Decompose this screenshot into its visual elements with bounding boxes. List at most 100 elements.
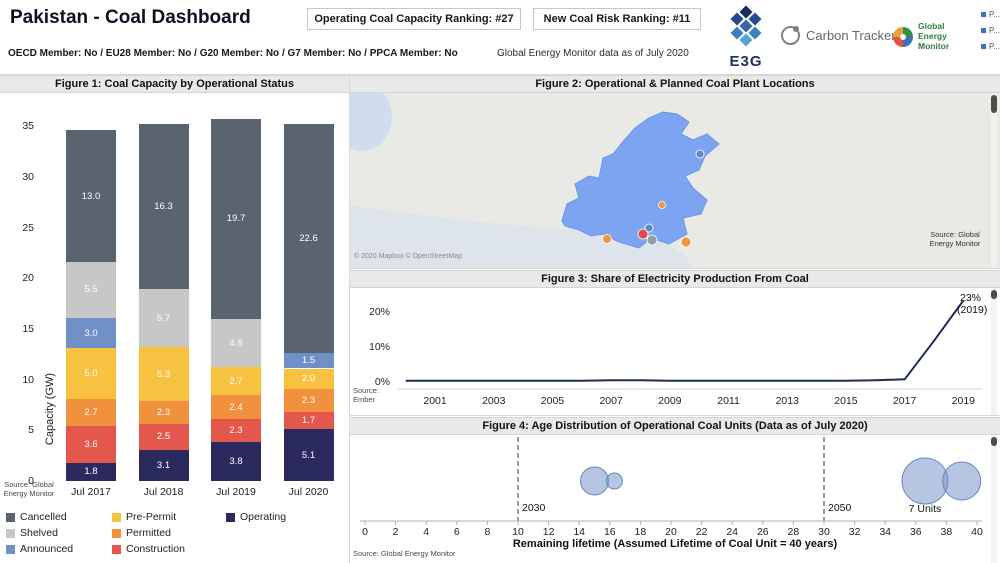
coal-plant-marker[interactable] [695,149,705,159]
x-tick-label: 2019 [952,395,976,407]
x-tick-label: 6 [454,526,460,538]
bar-segment-permitted[interactable]: 2.4 [211,394,261,420]
coal-plant-marker[interactable] [644,223,654,233]
coal-unit-bubble[interactable] [901,457,949,505]
x-tick-label: 20 [665,526,677,538]
bar-segment-permitted[interactable]: 2.7 [66,398,116,427]
coal-plant-marker[interactable] [646,234,658,246]
side-link-2[interactable]: P... [981,26,1000,35]
bar-segment-value: 2.5 [156,431,171,443]
legend-label: Shelved [20,527,58,539]
coal-share-line [405,299,965,382]
bar-segment-permitted[interactable]: 2.3 [283,388,334,413]
coal-plant-marker[interactable] [680,236,692,248]
coal-unit-bubble[interactable] [580,466,609,496]
legend-item-announced[interactable]: Announced [6,541,110,557]
bar-segment-announced[interactable]: 1.5 [283,353,334,369]
side-link-3[interactable]: P... [981,42,1000,51]
bar-segment-shelved[interactable]: 5.7 [138,289,189,348]
bar-segment-permitted[interactable]: 2.3 [138,400,189,425]
bar-segment-construction[interactable]: 2.5 [138,424,189,450]
bar-segment-value: 16.3 [154,201,173,213]
bar-segment-value: 3.8 [229,456,243,468]
x-tick-label: 2017 [893,395,917,407]
gem-logo-text: Global Energy Monitor [918,21,950,51]
x-tick-label: 12 [543,526,555,538]
bar-segment-value: 2.7 [84,407,98,419]
bar-segment-value: 2.3 [301,394,316,406]
bar-segment-value: 2.3 [229,425,243,437]
bullet-icon [981,44,986,49]
figure2-scrollbar-track[interactable] [991,93,997,268]
bar-segment-operating[interactable]: 3.1 [138,449,189,481]
e3g-logo-text: E3G [729,53,763,70]
bubble-units-label: 7 Units [909,503,942,515]
x-axis-label: Jul 2019 [216,486,256,498]
legend-item-permitted[interactable]: Permitted [112,525,224,541]
legend-label: Operating [240,511,287,523]
y-axis-tick: 0 [28,475,34,487]
legend-swatch-icon [112,512,121,522]
bar-segment-operating[interactable]: 5.1 [283,429,334,481]
legend-item-operating[interactable]: Operating [226,509,322,525]
x-tick-label: 2015 [834,395,858,407]
carbon-tracker-logo[interactable]: Carbon Tracker [781,26,896,45]
legend-item-shelved[interactable]: Shelved [6,525,110,541]
legend-swatch-icon [226,512,235,522]
bar-segment-pre-permit[interactable]: 5.3 [138,347,189,401]
x-tick-label: 30 [818,526,830,538]
page-title: Pakistan - Coal Dashboard [10,7,251,28]
bar-segment-value: 5.3 [156,368,171,380]
global-energy-monitor-logo[interactable]: Global Energy Monitor [893,21,950,51]
bar-segment-pre-permit[interactable]: 2.7 [211,367,261,395]
bar-segment-pre-permit[interactable]: 2.0 [283,368,334,389]
bar-segment-cancelled[interactable]: 16.3 [138,124,189,290]
bar-segment-cancelled[interactable]: 19.7 [211,119,261,319]
e3g-logo[interactable]: E3G [724,4,768,70]
x-tick-label: 14 [573,526,585,538]
figure4-x-axis-title: Remaining lifetime (Assumed Lifetime of … [512,538,838,550]
x-tick-label: 18 [635,526,647,538]
figure4-scrollbar-track[interactable] [991,435,997,563]
bullet-icon [981,28,986,33]
figure3-scrollbar-thumb[interactable] [991,290,997,299]
coal-plant-marker[interactable] [637,228,649,240]
refline-year-label: 2050 [828,502,852,514]
bar-segment-cancelled[interactable]: 22.6 [283,124,334,354]
coal-unit-bubble[interactable] [942,461,982,501]
coal-unit-bubble[interactable] [605,472,623,490]
bar-segment-value: 4.8 [229,337,243,349]
figure3-scrollbar-track[interactable] [991,288,997,415]
operating-capacity-ranking: Operating Coal Capacity Ranking: #27 [307,8,521,30]
bar-segment-operating[interactable]: 1.8 [66,462,116,481]
x-tick-label: 16 [604,526,616,538]
bar-segment-value: 19.7 [226,213,246,225]
figure2-source: Source: Global Energy Monitor [929,230,981,248]
legend-item-construction[interactable]: Construction [112,541,224,557]
x-tick-label: 32 [849,526,861,538]
legend-item-cancelled[interactable]: Cancelled [6,509,110,525]
bar-segment-construction[interactable]: 1.7 [283,412,334,430]
figure2-scrollbar-thumb[interactable] [991,95,997,113]
figure2-map[interactable] [332,83,1000,268]
figure4-title: Figure 4: Age Distribution of Operationa… [350,417,1000,435]
map-attribution[interactable]: © 2020 Mapbox © OpenStreetMap [354,253,462,260]
bar-segment-pre-permit[interactable]: 5.0 [66,348,116,399]
bar-segment-announced[interactable]: 3.0 [66,317,116,349]
bar-segment-construction[interactable]: 2.3 [211,419,261,443]
map-pakistan-shape[interactable] [561,111,720,249]
y-axis-tick: 35 [22,120,34,133]
side-link-1[interactable]: P... [981,10,1000,19]
coal-plant-marker[interactable] [658,201,666,209]
bar-segment-cancelled[interactable]: 13.0 [66,130,116,263]
figure4-scrollbar-thumb[interactable] [991,437,997,446]
bar-segment-shelved[interactable]: 4.8 [211,318,261,368]
bar-segment-construction[interactable]: 3.6 [66,426,116,463]
bar-segment-operating[interactable]: 3.8 [211,442,261,481]
legend-swatch-icon [112,528,121,538]
legend-item-pre-permit[interactable]: Pre-Permit [112,509,224,525]
bar-segment-shelved[interactable]: 5.5 [66,262,116,318]
coal-plant-marker[interactable] [602,234,612,244]
